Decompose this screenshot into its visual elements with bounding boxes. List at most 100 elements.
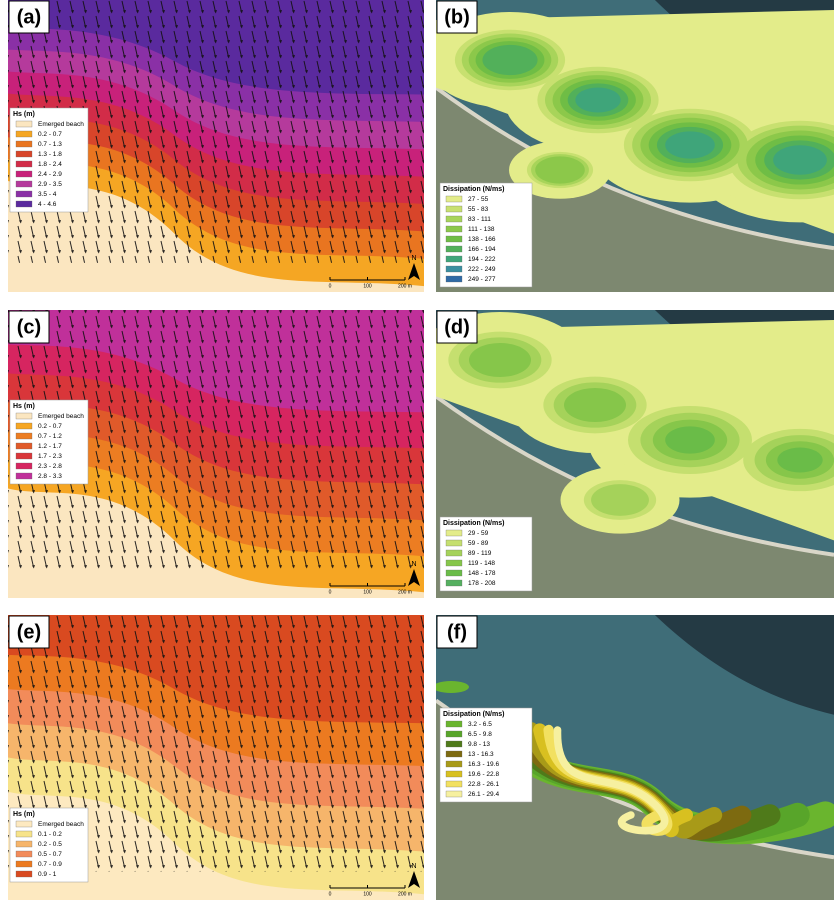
legend-swatch (445, 770, 463, 778)
legend-swatch (445, 720, 463, 728)
legend-swatch (445, 549, 463, 557)
legend-swatch (445, 255, 463, 263)
legend-swatch (15, 850, 33, 858)
legend-swatch (15, 180, 33, 188)
scale-label: 100 (363, 283, 372, 289)
legend-swatch (445, 780, 463, 788)
panel-label: (e) (17, 621, 41, 643)
panel-label: (b) (444, 6, 470, 28)
dissipation-zone (777, 447, 823, 473)
panel-label-box (436, 0, 478, 34)
legend-label: 138 - 166 (468, 236, 496, 243)
legend-label: 148 - 178 (468, 570, 496, 577)
dissipation-zone (575, 87, 621, 113)
legend-label: 6.5 - 9.8 (468, 731, 492, 738)
dissipation-zone (436, 681, 469, 693)
map-panel: 0 100 200 m N (8, 310, 424, 598)
panel-label-box (436, 310, 478, 344)
legend-swatch (445, 579, 463, 587)
legend-label: 26.1 - 29.4 (468, 791, 499, 798)
legend-title: Hs (m) (13, 403, 35, 410)
legend-title: Dissipation (N/ms) (443, 520, 504, 527)
legend-swatch (15, 452, 33, 460)
scale-label: 100 (363, 891, 372, 897)
scale-label: 0 (329, 589, 332, 595)
map-panel (436, 615, 834, 900)
panel-label-box (8, 310, 50, 344)
legend-label: 3.2 - 6.5 (468, 721, 492, 728)
legend-swatch (445, 790, 463, 798)
legend-swatch (445, 265, 463, 273)
legend-swatch (15, 820, 33, 828)
north-arrow (408, 871, 420, 888)
legend-label: 2.4 - 2.9 (38, 171, 62, 178)
legend-swatch (15, 870, 33, 878)
scale-label: 0 (329, 283, 332, 289)
legend-label: 0.1 - 0.2 (38, 831, 62, 838)
dissipation-zone (469, 343, 531, 377)
legend-swatch (15, 120, 33, 128)
legend-title: Hs (m) (13, 811, 35, 818)
panel-label: (a) (17, 6, 41, 28)
legend-label: 29 - 59 (468, 530, 489, 537)
legend-swatch (15, 472, 33, 480)
dissipation-zone (591, 484, 649, 516)
north-label: N (411, 561, 416, 568)
land (436, 700, 834, 900)
legend-label: 1.2 - 1.7 (38, 443, 62, 450)
legend-swatch (15, 200, 33, 208)
legend-swatch (15, 840, 33, 848)
legend-label: 0.2 - 0.7 (38, 131, 62, 138)
legend-label: 2.3 - 2.8 (38, 463, 62, 470)
legend-label: 16.3 - 19.6 (468, 761, 499, 768)
legend-swatch (15, 412, 33, 420)
north-label: N (411, 863, 416, 870)
legend-label: Emerged beach (38, 413, 84, 420)
legend-swatch (445, 750, 463, 758)
land (436, 87, 834, 292)
legend-label: 166 - 194 (468, 246, 496, 253)
legend-swatch (15, 422, 33, 430)
legend-swatch (445, 740, 463, 748)
legend-label: 1.7 - 2.3 (38, 453, 62, 460)
legend-swatch (445, 235, 463, 243)
legend-swatch (445, 569, 463, 577)
legend-label: Emerged beach (38, 121, 84, 128)
legend-label: 2.9 - 3.5 (38, 181, 62, 188)
panel-label: (c) (17, 316, 41, 338)
legend-title: Dissipation (N/ms) (443, 711, 504, 718)
legend-swatch (15, 150, 33, 158)
legend-swatch (445, 760, 463, 768)
legend-label: 1.8 - 2.4 (38, 161, 62, 168)
panel-label: (f) (447, 621, 467, 643)
legend-label: 249 - 277 (468, 276, 496, 283)
legend-label: 178 - 208 (468, 580, 496, 587)
north-arrow (408, 569, 420, 586)
legend-label: 0.7 - 1.2 (38, 433, 62, 440)
legend-swatch (15, 130, 33, 138)
legend-swatch (15, 190, 33, 198)
scale-label: 200 m (398, 283, 412, 289)
legend-label: 0.2 - 0.7 (38, 423, 62, 430)
legend-swatch (15, 830, 33, 838)
legend-label: 119 - 148 (468, 560, 495, 567)
legend-swatch (15, 140, 33, 148)
legend-swatch (15, 442, 33, 450)
legend-label: 27 - 55 (468, 196, 489, 203)
dissipation-zone (773, 145, 827, 175)
land (436, 396, 834, 598)
legend-label: 22.8 - 26.1 (468, 781, 499, 788)
panel-label-box (436, 615, 478, 649)
dissipation-zone (535, 156, 585, 184)
legend-label: 1.3 - 1.8 (38, 151, 62, 158)
panel-label-box (8, 615, 50, 649)
dissipation-zone (553, 726, 669, 835)
dissipation-zone (665, 131, 715, 159)
legend-label: 83 - 111 (468, 216, 491, 223)
scale-label: 200 m (398, 589, 412, 595)
panel-label: (d) (444, 316, 470, 338)
legend-label: Emerged beach (38, 821, 84, 828)
scale-label: 200 m (398, 891, 412, 897)
legend-title: Dissipation (N/ms) (443, 186, 504, 193)
